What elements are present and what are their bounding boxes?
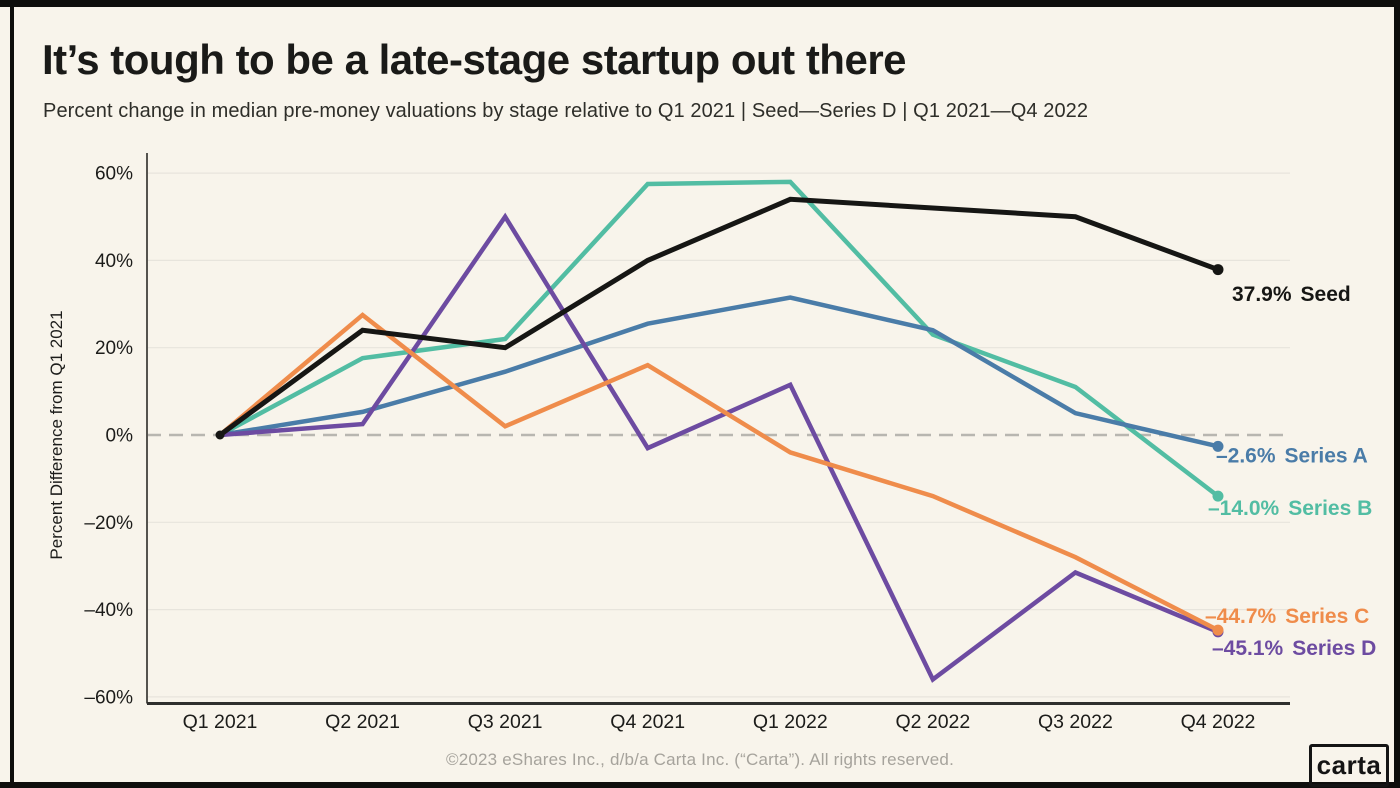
series-end-label-series-b: –14.0% Series B: [1208, 497, 1372, 520]
frame-border-right: [1394, 7, 1400, 782]
series-end-value-series-a: –2.6%: [1216, 444, 1276, 467]
series-end-value-series-b: –14.0%: [1208, 497, 1280, 520]
carta-logo-text: carta: [1316, 750, 1382, 780]
series-endpoint-series-a: [1212, 440, 1224, 452]
series-end-value-seed: 37.9%: [1232, 283, 1292, 306]
copyright-text: ©2023 eShares Inc., d/b/a Carta Inc. (“C…: [445, 750, 954, 769]
carta-logo: carta: [1309, 744, 1389, 787]
series-endpoint-series-c: [1212, 624, 1224, 636]
frame-border-left: [10, 7, 14, 782]
series-line-seed: [218, 196, 1219, 438]
series-end-value-series-c: –44.7%: [1205, 605, 1277, 628]
x-tick-q2-2022: Q2 2022: [895, 711, 970, 733]
y-tick-40-: 40%: [95, 251, 133, 272]
x-tick-q1-2021: Q1 2021: [183, 711, 258, 733]
series-endpoint-seed: [1212, 264, 1224, 276]
y-tick-60-: 60%: [95, 164, 133, 185]
x-tick-q4-2022: Q4 2022: [1181, 711, 1256, 733]
y-tick--40-: –40%: [84, 600, 133, 621]
y-axis-title: Percent Difference from Q1 2021: [47, 310, 66, 559]
y-tick-0-: 0%: [106, 426, 134, 447]
series-line-series-d: [219, 212, 1219, 683]
series-end-label-series-c: –44.7% Series C: [1205, 605, 1369, 628]
series-line-series-a: [219, 295, 1219, 449]
x-tick-q2-2021: Q2 2021: [325, 711, 400, 733]
series-line-series-b: [218, 179, 1220, 498]
y-tick--60-: –60%: [84, 687, 133, 708]
series-end-label-seed: 37.9% Seed: [1232, 283, 1351, 306]
series-end-name-series-b: Series B: [1288, 497, 1372, 520]
series-line-series-c: [218, 312, 1220, 633]
frame-border-bottom: [0, 782, 1400, 788]
x-tick-q3-2021: Q3 2021: [468, 711, 543, 733]
series-endpoint-series-b: [1212, 490, 1224, 502]
x-tick-q4-2021: Q4 2021: [610, 711, 685, 733]
series-end-label-series-a: –2.6% Series A: [1216, 444, 1368, 467]
series-start-point: [215, 430, 225, 440]
frame-border-top: [0, 0, 1400, 7]
series-end-name-series-d: Series D: [1292, 637, 1376, 660]
page-title: It’s tough to be a late-stage startup ou…: [42, 36, 907, 83]
y-tick--20-: –20%: [84, 513, 133, 534]
series-end-name-series-c: Series C: [1285, 605, 1369, 628]
x-tick-q1-2022: Q1 2022: [753, 711, 828, 733]
x-tick-q3-2022: Q3 2022: [1038, 711, 1113, 733]
series-end-name-series-a: Series A: [1285, 444, 1368, 467]
series-end-value-series-d: –45.1%: [1212, 637, 1284, 660]
series-end-label-series-d: –45.1% Series D: [1212, 637, 1376, 660]
y-tick-20-: 20%: [95, 338, 133, 359]
series-end-name-seed: Seed: [1301, 283, 1351, 306]
page-subtitle: Percent change in median pre-money valua…: [43, 100, 1089, 122]
